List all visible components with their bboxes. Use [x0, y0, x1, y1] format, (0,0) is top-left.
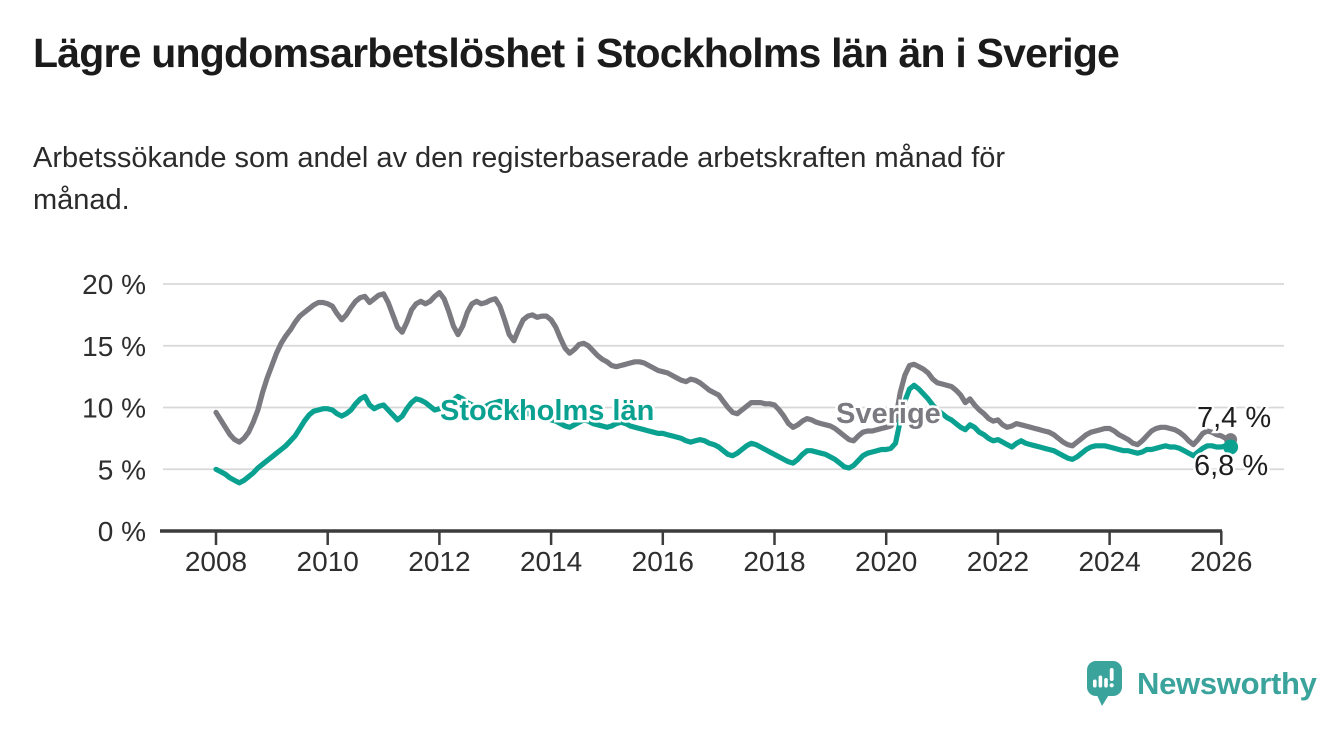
series-line-sverige: [213, 290, 1234, 449]
x-axis-label: 2014: [520, 546, 582, 577]
x-axis-label: 2018: [743, 546, 805, 577]
x-axis-label: 2012: [408, 546, 470, 577]
y-axis-label: 5 %: [98, 454, 146, 485]
newsworthy-logo: Newsworthy: [1086, 660, 1317, 707]
x-axis-label: 2008: [185, 546, 247, 577]
x-axis-label: 2016: [632, 546, 694, 577]
x-axis-label: 2024: [1078, 546, 1140, 577]
y-axis-label: 15 %: [82, 331, 146, 362]
x-axis-label: 2026: [1190, 546, 1252, 577]
y-axis-label: 0 %: [98, 516, 146, 547]
end-dot-stockholm: [1223, 439, 1239, 455]
page-title: Lägre ungdomsarbetslöshet i Stockholms l…: [33, 30, 1120, 76]
axis-label-layer: 20 % 15 % 10 % 5 % 0 % 2008 2010 2012 2014 2016 20…: [82, 269, 1252, 577]
series-layer: [213, 290, 1239, 486]
series-label-sverige: Sverige: [836, 398, 941, 430]
y-axis-label: 10 %: [82, 393, 146, 424]
grid-layer: [163, 283, 1284, 471]
end-label-sverige: 7,4 %: [1197, 402, 1271, 434]
speech-bubble-chart-icon: [1087, 661, 1122, 706]
x-axis-label: 2022: [967, 546, 1029, 577]
subtitle-line: månad.: [33, 184, 130, 217]
x-axis-label: 2010: [297, 546, 359, 577]
axis-layer: [160, 529, 1223, 545]
series-label-stockholm: Stockholms län: [440, 395, 654, 427]
x-axis-label: 2020: [855, 546, 917, 577]
subtitle-line: Arbetssökande som andel av den registerb…: [33, 142, 1006, 174]
end-label-stockholm: 6,8 %: [1194, 450, 1268, 482]
series-line-stockholm: [213, 382, 1234, 486]
y-axis-label: 20 %: [82, 269, 146, 300]
newsworthy-wordmark: Newsworthy: [1137, 665, 1317, 701]
page-subtitle: Arbetssökande som andel av den registerb…: [33, 137, 1273, 221]
